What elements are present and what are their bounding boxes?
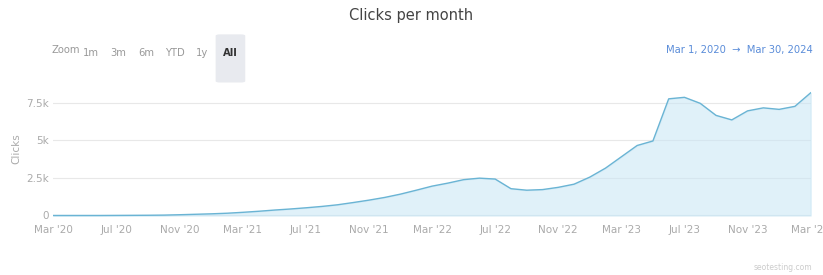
Text: All: All	[223, 48, 238, 58]
Text: 6m: 6m	[138, 48, 155, 58]
Text: 3m: 3m	[110, 48, 127, 58]
Text: Zoom: Zoom	[52, 45, 81, 55]
Y-axis label: Clicks: Clicks	[12, 133, 21, 164]
Text: Mar 1, 2020  →  Mar 30, 2024: Mar 1, 2020 → Mar 30, 2024	[666, 45, 812, 55]
Text: 1m: 1m	[82, 48, 99, 58]
Text: YTD: YTD	[165, 48, 184, 58]
Text: 1y: 1y	[197, 48, 208, 58]
Text: seotesting.com: seotesting.com	[754, 263, 812, 272]
Text: Clicks per month: Clicks per month	[350, 8, 473, 23]
